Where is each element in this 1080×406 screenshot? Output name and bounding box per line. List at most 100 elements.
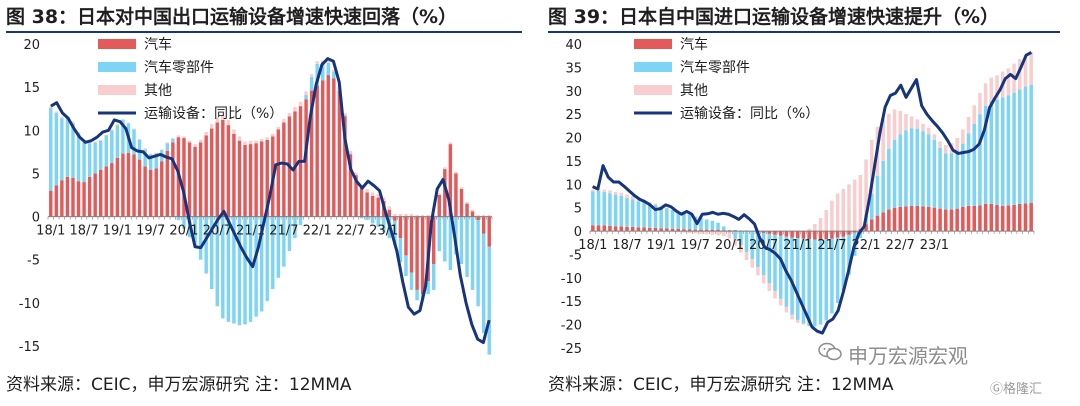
bar-segment [54, 185, 59, 217]
bar-segment [710, 229, 715, 232]
bar-segment [60, 118, 64, 181]
bar-segment [636, 201, 641, 228]
bar-segment [972, 123, 976, 206]
bar-segment [87, 142, 92, 144]
legend-swatch [634, 85, 672, 95]
bar-segment [847, 231, 851, 235]
bar-segment [750, 231, 754, 260]
bar-segment [165, 142, 170, 144]
bar-segment [693, 229, 698, 232]
legend-swatch [98, 85, 136, 95]
x-tick-label: 21/1 [783, 238, 812, 253]
bar-segment [132, 154, 136, 217]
bar-segment [619, 192, 624, 196]
y-tick-label: -15 [561, 295, 582, 310]
bar-segment [665, 228, 669, 232]
bar-segment [398, 216, 403, 239]
bar-segment [926, 127, 931, 135]
bar-segment [904, 130, 908, 207]
source-note-left: 资料来源：CEIC，申万宏源研究 注：12MMA [6, 375, 352, 395]
bar-segment [841, 231, 846, 237]
bar-segment [989, 77, 994, 102]
y-tick-label: -10 [19, 297, 40, 312]
bar-segment [115, 157, 120, 217]
bar-segment [653, 203, 658, 205]
bar-segment [426, 214, 430, 217]
bar-segment [365, 192, 369, 217]
bar-segment [487, 246, 491, 355]
bar-segment [619, 196, 624, 227]
x-tick-label: 19/7 [136, 224, 165, 239]
bar-segment [687, 214, 692, 230]
y-tick-label: 10 [565, 178, 582, 193]
bar-segment [282, 119, 286, 123]
bar-segment [938, 208, 942, 232]
bar-segment [304, 94, 308, 100]
bar-segment [315, 61, 319, 64]
y-tick-label: 25 [565, 108, 582, 123]
bar-segment [1006, 68, 1011, 96]
bar-segment [321, 80, 325, 217]
bar-segment [932, 207, 937, 232]
bar-segment [904, 114, 908, 131]
bar-segment [432, 216, 436, 265]
x-tick-label: 19/1 [103, 224, 132, 239]
bar-segment [71, 177, 75, 217]
bar-segment [796, 319, 800, 323]
bar-segment [670, 210, 675, 229]
y-tick-label: -25 [561, 342, 582, 357]
bar-segment [470, 216, 475, 290]
bar-segment [121, 119, 125, 120]
bar-segment [704, 231, 709, 235]
bar-segment [676, 211, 680, 229]
bar-segment [761, 232, 766, 276]
bar-segment [870, 193, 874, 220]
bar-segment [704, 219, 709, 230]
bar-segment [818, 231, 823, 240]
bar-segment [254, 216, 258, 317]
bar-segment [221, 216, 225, 319]
bar-segment [309, 76, 314, 91]
bar-segment [110, 163, 114, 217]
bar-segment [995, 99, 999, 205]
bar-segment [796, 231, 800, 239]
bar-segment [926, 134, 931, 207]
bar-segment [382, 216, 386, 233]
bar-segment [938, 147, 942, 209]
bar-segment [909, 116, 914, 129]
bar-segment [841, 188, 846, 232]
bar-segment [248, 144, 253, 217]
legend-swatch [98, 62, 136, 72]
bar-segment [591, 189, 595, 192]
bar-segment [393, 213, 397, 217]
bar-segment [978, 93, 982, 115]
bar-segment [265, 216, 269, 302]
bar-segment [226, 119, 231, 126]
bar-segment [481, 233, 486, 334]
bar-segment [476, 220, 480, 307]
bar-segment [961, 129, 965, 144]
x-tick-label: 21/7 [817, 238, 846, 253]
bar-segment [148, 154, 153, 170]
bar-segment [171, 142, 175, 217]
y-tick-label: 15 [23, 81, 40, 96]
bar-segment [1018, 89, 1022, 204]
y-tick-label: -5 [27, 254, 40, 269]
bar-segment [448, 144, 453, 217]
bar-segment [682, 231, 686, 233]
bar-segment [801, 323, 806, 325]
bar-segment [813, 224, 817, 232]
bar-segment [409, 213, 414, 217]
y-tick-label: -20 [561, 319, 582, 334]
bar-segment [326, 75, 330, 217]
bar-segment [348, 150, 353, 154]
bar-segment [824, 210, 828, 232]
bar-segment [93, 142, 97, 174]
bar-segment [602, 191, 606, 226]
bar-segment [790, 237, 794, 315]
bar-segment [682, 213, 686, 230]
x-tick-label: 18/7 [612, 238, 641, 253]
bar-segment [343, 113, 347, 115]
bar-segment [204, 135, 208, 217]
y-tick-label: 20 [565, 132, 582, 147]
